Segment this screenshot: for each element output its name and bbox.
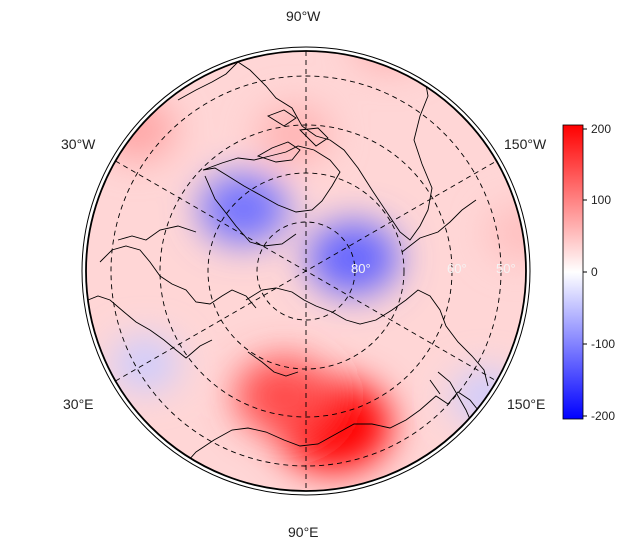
- lon-label-150e: 150°E: [507, 396, 546, 412]
- colorbar-tick-100: 100: [591, 193, 612, 207]
- lon-label-30e: 30°E: [63, 396, 94, 412]
- coastline-japan: [429, 371, 473, 425]
- anomaly-blob-negative: [111, 336, 180, 392]
- anomaly-blob-positive: [234, 357, 333, 436]
- coastline-north-america: [177, 59, 477, 253]
- colorbar-tick-0: 0: [591, 265, 598, 279]
- lon-label-90e: 90°E: [288, 524, 319, 540]
- meridian-30e-150w: [115, 160, 497, 382]
- anomaly-blob-positive: [352, 51, 427, 71]
- map-border: [81, 46, 531, 496]
- coastline-asia: [179, 287, 489, 471]
- coastline-europe: [87, 225, 257, 359]
- colorbar-tick-200: 200: [591, 122, 612, 136]
- anomaly-field: [86, 51, 526, 491]
- anomaly-blob-negative: [199, 173, 289, 245]
- colorbar-gradient: [562, 124, 584, 420]
- coastline-greenland: [202, 145, 341, 247]
- colorbar-tick-minus200: -200: [591, 409, 616, 423]
- lat-label-80: 80°: [351, 261, 371, 276]
- coastlines: [87, 59, 489, 471]
- colorbar: [562, 124, 587, 420]
- colorbar-tick-minus100: -100: [591, 337, 616, 351]
- graticule: [110, 51, 502, 491]
- latitude-labels: 80° 60° 50°: [351, 261, 516, 276]
- latitude-circle-80: [256, 221, 356, 321]
- coastline-arctic-islands: [256, 109, 329, 163]
- lon-label-30w: 30°W: [61, 136, 96, 152]
- lon-label-90w: 90°W: [286, 8, 321, 24]
- lat-label-60: 60°: [447, 261, 467, 276]
- anomaly-blob-negative: [307, 221, 400, 296]
- anomaly-blob-positive: [257, 105, 332, 165]
- lat-label-50: 50°: [496, 261, 516, 276]
- lon-label-150w: 150°W: [504, 136, 547, 152]
